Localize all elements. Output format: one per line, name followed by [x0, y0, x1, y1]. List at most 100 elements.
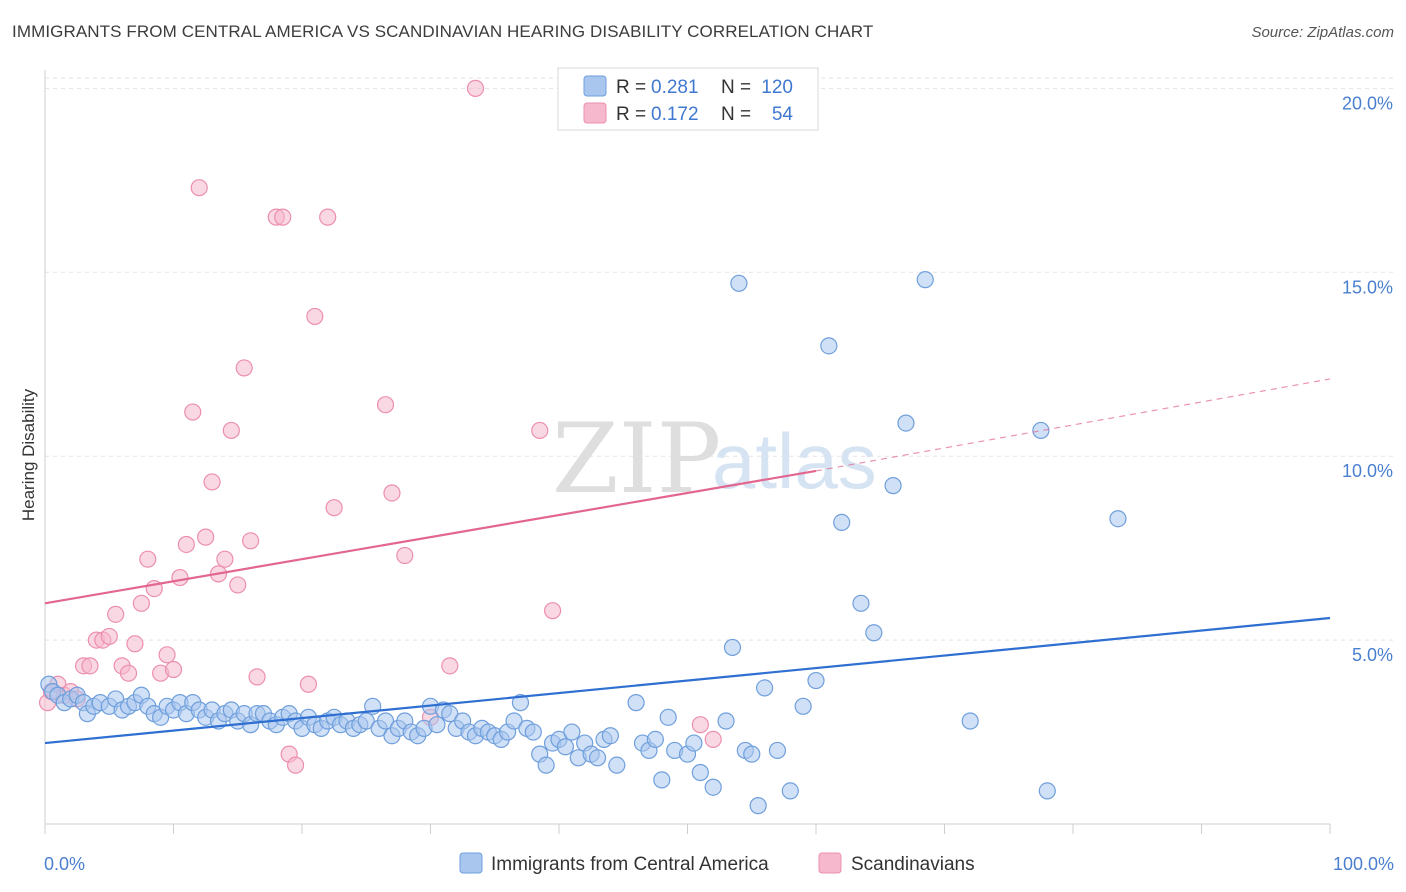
y-tick-label: 5.0%: [1352, 645, 1393, 665]
source-credit: Source: ZipAtlas.com: [1251, 24, 1394, 41]
scandinavian-point: [100, 627, 118, 646]
x-tick-label-max: 100.0%: [1333, 854, 1394, 874]
scandinavian-point: [543, 602, 562, 620]
central-america-point: [505, 712, 523, 730]
central-america-point: [556, 738, 575, 756]
central-america-point: [743, 745, 761, 763]
central-america-point: [961, 712, 979, 730]
central-america-point: [524, 723, 542, 741]
central-america-point: [1032, 421, 1050, 440]
chart-title: IMMIGRANTS FROM CENTRAL AMERICA VS SCAND…: [12, 22, 874, 41]
series-central-america: [40, 271, 1127, 815]
scandinavian-point: [466, 79, 485, 97]
scandinavian-point: [441, 657, 459, 675]
central-america-point: [685, 734, 703, 752]
trend-line-scandinavians-extension: [815, 378, 1331, 472]
central-america-point: [865, 624, 883, 642]
scandinavian-point: [704, 730, 722, 749]
y-tick-label: 10.0%: [1342, 461, 1393, 481]
scandinavian-point: [164, 660, 183, 679]
bottom-legend-swatch-scandinavians: [818, 852, 842, 874]
y-tick-label: 20.0%: [1342, 93, 1393, 113]
bottom-legend: Immigrants from Central America Scandina…: [459, 852, 975, 875]
scandinavian-point: [248, 668, 266, 686]
bottom-legend-label-central-america: Immigrants from Central America: [491, 854, 769, 875]
central-america-point: [833, 513, 851, 532]
scandinavian-point: [177, 535, 195, 554]
central-america-point: [916, 271, 934, 289]
scandinavian-point: [691, 716, 709, 734]
central-america-point: [820, 337, 838, 355]
legend-r-label-2: R =: [616, 104, 646, 125]
scandinavian-point: [306, 307, 324, 326]
scandinavian-point: [396, 546, 414, 565]
bottom-legend-label-scandinavians: Scandinavians: [851, 854, 975, 875]
scandinavian-point: [190, 179, 208, 197]
central-america-point: [608, 756, 626, 774]
central-america-point: [357, 712, 375, 730]
watermark-zip: ZIP: [552, 403, 721, 515]
scandinavian-point: [235, 359, 253, 377]
central-america-point: [653, 771, 671, 789]
scandinavian-point: [132, 594, 150, 612]
central-america-point: [755, 679, 774, 697]
legend-r-value-1: 0.281: [651, 77, 699, 98]
scandinavian-point: [299, 675, 318, 693]
scandinavian-point: [216, 550, 234, 568]
y-tick-labels: 5.0% 10.0% 15.0% 20.0%: [1342, 93, 1393, 665]
central-america-point: [897, 414, 915, 432]
central-america-point: [588, 749, 607, 767]
central-america-point: [659, 708, 677, 726]
watermark-atlas: atlas: [712, 417, 877, 505]
central-america-point: [376, 712, 395, 730]
central-america-point: [704, 778, 722, 796]
central-america-point: [691, 763, 709, 782]
legend-r-label-1: R =: [616, 77, 646, 98]
central-america-point: [1109, 510, 1127, 528]
central-america-point: [807, 671, 825, 690]
scandinavian-point: [126, 635, 144, 653]
central-america-point: [441, 705, 459, 723]
scandinavian-point: [119, 664, 138, 682]
central-america-point: [723, 638, 742, 657]
scandinavian-point: [139, 550, 157, 568]
legend-r-value-2: 0.172: [651, 104, 699, 125]
bottom-legend-swatch-central-america: [459, 852, 483, 874]
central-america-point: [768, 741, 787, 760]
scandinavian-point: [229, 576, 247, 594]
central-america-point: [781, 782, 799, 800]
x-tick-label-min: 0.0%: [44, 854, 85, 874]
central-america-point: [511, 694, 530, 712]
trend-line-scandinavians: [44, 469, 817, 605]
scandinavian-point: [383, 484, 401, 502]
central-america-point: [563, 723, 581, 741]
scandinavian-point: [325, 499, 343, 517]
scandinavian-point: [222, 421, 240, 440]
x-tick-marks: [44, 824, 1331, 834]
scandinavian-point: [171, 568, 189, 587]
legend-n-value-1: 120: [761, 77, 793, 98]
central-america-point: [852, 594, 870, 612]
legend-swatch-central-america: [583, 75, 607, 97]
central-america-point: [749, 797, 767, 815]
legend-swatch-scandinavians: [583, 102, 607, 124]
scandinavian-point: [286, 756, 305, 774]
central-america-point: [428, 716, 446, 734]
scandinavian-point: [184, 403, 202, 421]
central-america-point: [794, 697, 812, 715]
central-america-point: [537, 756, 555, 774]
y-axis-label: Hearing Disability: [19, 388, 38, 521]
legend-n-label-1: N =: [721, 77, 751, 98]
scandinavian-point: [81, 657, 99, 675]
scandinavian-point: [203, 473, 221, 491]
scandinavian-point: [107, 605, 125, 623]
legend-n-value-2: 54: [772, 104, 794, 125]
central-america-point: [717, 712, 735, 730]
scandinavian-point: [274, 208, 292, 226]
trend-line-central-america: [44, 616, 1331, 745]
scandinavian-point: [531, 421, 549, 440]
scandinavian-point: [158, 646, 176, 664]
legend-n-label-2: N =: [721, 104, 751, 125]
central-america-point: [646, 730, 664, 749]
